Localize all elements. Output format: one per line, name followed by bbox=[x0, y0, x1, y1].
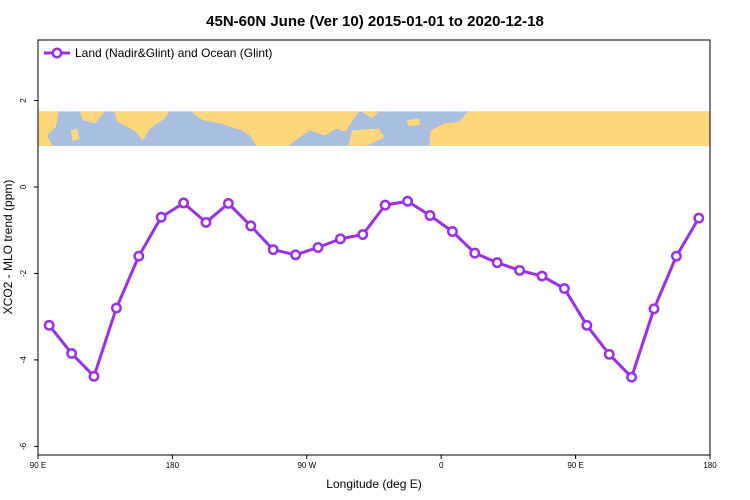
data-point bbox=[491, 257, 503, 269]
legend-label: Land (Nadir&Glint) and Ocean (Glint) bbox=[75, 46, 272, 60]
map-strip bbox=[38, 111, 710, 146]
x-tick-label: 90 E bbox=[30, 461, 46, 470]
x-axis-label: Longitude (deg E) bbox=[326, 477, 421, 491]
data-point bbox=[222, 197, 234, 209]
chart-title: 45N-60N June (Ver 10) 2015-01-01 to 2020… bbox=[206, 13, 544, 30]
series-line bbox=[48, 199, 701, 379]
data-point bbox=[469, 247, 481, 259]
y-tick-label: -2 bbox=[19, 269, 28, 277]
axes-ticks: 90 E 180 90 W 0 90 E 180 2 0 -2 -4 -6 bbox=[19, 98, 717, 470]
data-point bbox=[43, 319, 55, 331]
data-point bbox=[200, 216, 212, 228]
data-point bbox=[603, 348, 615, 360]
data-point bbox=[693, 212, 705, 224]
data-point bbox=[88, 370, 100, 382]
data-point bbox=[357, 229, 369, 240]
data-point bbox=[267, 244, 279, 256]
data-point bbox=[670, 250, 682, 262]
data-point bbox=[581, 319, 593, 331]
y-tick-label: -6 bbox=[19, 442, 28, 450]
data-point bbox=[536, 270, 548, 282]
data-point bbox=[290, 249, 302, 261]
x-tick-label: 180 bbox=[166, 461, 180, 470]
data-point bbox=[312, 242, 324, 253]
x-tick-label: 90 W bbox=[297, 461, 316, 470]
x-tick-label: 90 E bbox=[567, 461, 583, 470]
data-point bbox=[110, 302, 122, 314]
data-point bbox=[446, 226, 458, 237]
data-point bbox=[245, 220, 257, 232]
data-point bbox=[514, 264, 526, 276]
data-point bbox=[133, 250, 145, 262]
data-point bbox=[648, 303, 660, 315]
data-point bbox=[66, 347, 78, 359]
data-point bbox=[178, 197, 190, 209]
series-layer bbox=[43, 195, 705, 383]
data-point bbox=[402, 195, 414, 207]
y-tick-label: -4 bbox=[19, 356, 28, 364]
x-tick-label: 180 bbox=[703, 461, 717, 470]
y-axis-label: XCO2 - MLO trend (ppm) bbox=[1, 180, 15, 315]
data-point bbox=[558, 283, 570, 295]
data-point bbox=[379, 199, 391, 211]
y-tick-label: 0 bbox=[19, 184, 28, 189]
data-point bbox=[626, 371, 638, 383]
map-land-masses bbox=[38, 111, 710, 146]
data-point bbox=[334, 233, 346, 245]
legend: Land (Nadir&Glint) and Ocean (Glint) bbox=[44, 46, 272, 60]
data-point bbox=[155, 211, 167, 223]
data-point bbox=[424, 210, 436, 221]
y-tick-label: 2 bbox=[19, 98, 28, 103]
plot-frame bbox=[37, 39, 711, 456]
x-tick-label: 0 bbox=[439, 461, 444, 470]
legend-marker bbox=[51, 47, 63, 59]
